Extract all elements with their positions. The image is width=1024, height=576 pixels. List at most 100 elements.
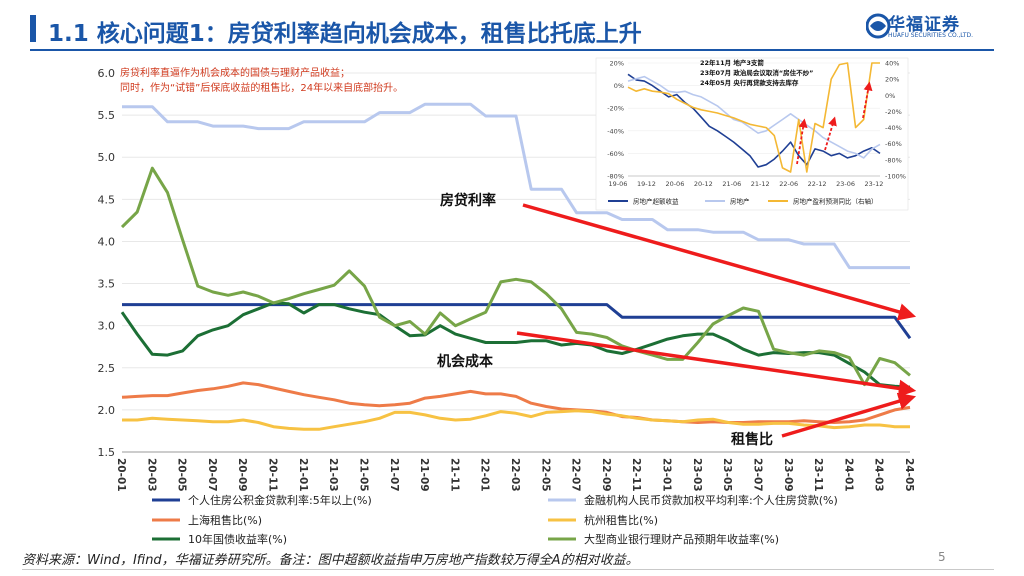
inset-right-axis: 40% 20% 0% -20% -40% -60% -80% -100% [885,60,906,181]
x-tick: 22-11 [630,458,642,492]
title-accent-bar [30,15,36,42]
inset-event-arrow-3 [862,81,873,119]
x-tick: 20-07 [206,458,218,492]
footer-divider [22,569,994,570]
annotation-line-1: 房贷利率直逼作为机会成本的国债与理财产品收益； [120,68,350,79]
x-tick: 23-05 [721,458,733,492]
y-tick-label: 5.5 [98,109,116,122]
inset-y2-tick-label: -80% [885,156,902,164]
x-tick-label: 20-09 [236,458,248,492]
x-tick-label: 21-11 [448,458,460,492]
y-tick-label: 3.0 [98,320,116,333]
inset-y2-tick-label: 40% [885,60,899,68]
inset-y2-tick-label: 0% [885,92,895,100]
inset-x-tick-label: 23-06 [836,180,855,188]
legend-item: 杭州租售比(%) [548,513,658,527]
x-tick: 23-03 [691,458,703,492]
inset-legend-label: 房地产盈利预测同比（右轴） [793,197,878,206]
x-tick-label: 20-03 [145,458,157,492]
x-tick: 21-07 [388,458,400,492]
y-tick-label: 6.0 [98,67,116,80]
inset-legend-label: 房地产 [730,197,750,206]
inset-y2-tick-label: -20% [885,108,902,116]
x-tick-label: 22-03 [509,458,521,492]
brand-logo [866,13,891,39]
legend-label: 10年国债收益率(%) [188,532,287,546]
series-line [121,381,911,424]
x-tick-label: 23-09 [782,458,794,492]
inset-x-tick-label: 20-06 [665,180,684,188]
inset-event-note: 23年07月 政治局会议取消“房住不炒” [700,68,813,77]
y-tick-label: 3.5 [98,278,116,291]
x-tick: 21-03 [327,458,339,492]
x-axis-ticks: 20-01 20-03 20-05 20-07 20-09 20-11 21-01 21-03… [115,458,915,492]
series-lines [120,102,912,431]
inset-x-tick-label: 21-06 [722,180,741,188]
x-tick-label: 21-07 [388,458,400,492]
main-chart: 1.52.02.53.03.54.04.55.05.56.0 20-01 20-0… [98,57,917,546]
page-title: 1.1 核心问题1：房贷利率趋向机会成本，租售比托底上升 [48,21,642,47]
x-tick: 23-01 [661,458,673,492]
x-tick-label: 21-03 [327,458,339,492]
inset-y2-tick-label: -40% [885,124,902,132]
inset-x-tick-label: 20-12 [694,180,713,188]
x-tick-label: 23-01 [661,458,673,492]
x-tick-label: 22-05 [539,458,551,492]
inset-x-tick-label: 22-12 [808,180,827,188]
x-tick-label: 23-03 [691,458,703,492]
legend-item: 金融机构人民币贷款加权平均利率:个人住房贷款(%) [548,493,838,507]
legend-item: 10年国债收益率(%) [152,532,287,546]
legend-label: 上海租售比(%) [188,513,262,527]
arrow-rent-price-ratio [781,392,917,438]
inset-x-axis: 19-06 19-12 20-06 20-12 21-06 21-12 22-06 22-12… [609,180,884,188]
x-tick-label: 22-11 [630,458,642,492]
legend-item: 个人住房公积金贷款利率:5年以上(%) [152,493,372,507]
x-tick-label: 20-01 [115,458,127,492]
x-tick: 24-03 [873,458,885,492]
y-axis-ticks: 1.5 2.0 2.5 3.0 3.5 4.0 4.5 5.0 5.5 6.0 [98,67,116,459]
label-opportunity-cost: 机会成本 [437,353,494,370]
inset-y-tick-label: 20% [610,60,624,68]
legend-item: 上海租售比(%) [152,513,262,527]
legend-label: 大型商业银行理财产品预期年收益率(%) [584,532,779,546]
x-tick-label: 22-07 [570,458,582,492]
inset-series-line [627,73,881,168]
trend-arrows [516,203,917,438]
inset-y-tick-label: 0% [614,82,624,90]
legend: 个人住房公积金贷款利率:5年以上(%) 金融机构人民币贷款加权平均利率:个人住房贷… [152,493,838,546]
inset-series-line [627,62,880,173]
inset-y2-tick-label: -100% [885,173,906,181]
x-tick: 23-07 [751,458,763,492]
series-line [122,102,910,270]
x-tick-label: 24-03 [873,458,885,492]
inset-chart: 20% 0% -20% -40% -60% -80% 40% 20% 0% -20% -40% -6… [595,57,909,211]
inset-y2-tick-label: -60% [885,140,902,148]
inset-y-tick-label: -80% [607,173,624,181]
series-line [122,409,910,431]
x-tick: 21-11 [448,458,460,492]
source-note: 资料来源：Wind，Ifind，华福证券研究所。备注：图中超额收益指申万房地产指… [22,553,639,568]
swirl-icon [866,13,891,39]
y-tick-label: 2.5 [98,362,116,375]
x-tick-label: 22-09 [600,458,612,492]
legend-label: 个人住房公积金贷款利率:5年以上(%) [188,493,372,507]
inset-event-arrow-2 [824,116,837,151]
x-tick-label: 23-11 [812,458,824,492]
annotation-line-2: 同时，作为“试错”后保底收益的租售比，24年以来自底部抬升。 [120,83,404,94]
logo-subtitle: HUAFU SECURITIES CO.,LTD. [888,32,974,39]
inset-y-tick-label: -60% [607,150,624,158]
inset-legend-label: 房地产超额收益 [633,197,679,206]
x-tick: 24-01 [842,458,854,492]
arrow-mortgage-rate [522,203,917,321]
x-tick: 23-09 [782,458,794,492]
annotation-text: 房贷利率直逼作为机会成本的国债与理财产品收益； 同时，作为“试错”后保底收益的租… [120,66,403,96]
series-line [120,166,911,387]
x-tick: 24-05 [903,458,915,492]
inset-y2-tick-label: 20% [885,76,899,84]
legend-label: 金融机构人民币贷款加权平均利率:个人住房贷款(%) [584,493,838,507]
x-tick-label: 23-05 [721,458,733,492]
x-tick: 20-05 [176,458,188,492]
x-tick: 23-11 [812,458,824,492]
x-tick: 22-01 [479,458,491,492]
y-tick-label: 4.0 [98,235,116,248]
